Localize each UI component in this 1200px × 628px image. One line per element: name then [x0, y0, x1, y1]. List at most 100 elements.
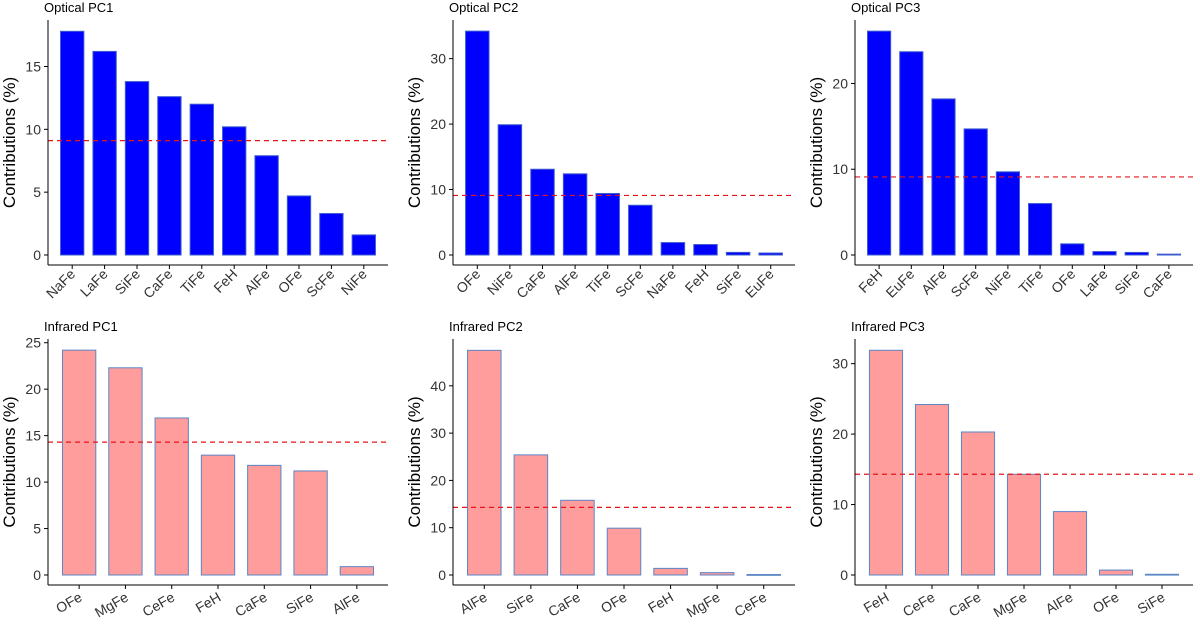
x-tick-label: CaFe — [545, 589, 583, 620]
bar-feh — [867, 30, 892, 256]
y-tick-label: 5 — [33, 521, 41, 537]
x-tick-label: AlFe — [918, 266, 950, 298]
y-tick-label: 5 — [33, 184, 41, 200]
x-tick-label: LaFe — [77, 266, 111, 300]
x-tick-label: NaFe — [644, 266, 680, 302]
x-tick-label: ScFe — [947, 266, 982, 301]
x-tick-label: OFe — [1048, 266, 1079, 297]
x-tick-label: CeFe — [900, 589, 938, 620]
x-tick-label: TiFe — [177, 266, 208, 297]
x-tick-label: EuFe — [882, 266, 917, 301]
panel-title: Infrared PC2 — [449, 319, 523, 334]
y-tick-label: 0 — [33, 247, 41, 263]
y-tick-label: 30 — [430, 51, 446, 67]
bar-sife — [124, 81, 150, 256]
bar-cafe — [530, 168, 555, 256]
x-tick-label: CeFe — [140, 589, 178, 620]
x-tick-label: SiFe — [283, 589, 316, 617]
bar-alfe — [339, 566, 375, 576]
y-tick-label: 10 — [832, 497, 848, 513]
bar-eufe — [899, 51, 924, 256]
bar-lafe — [92, 50, 117, 256]
x-tick-label: FeH — [682, 266, 712, 296]
bar-feh — [693, 244, 718, 256]
x-tick-label: FeH — [645, 589, 676, 616]
bar-cafe — [960, 431, 996, 576]
x-tick-label: MgFe — [990, 589, 1029, 621]
panel-title: Optical PC3 — [851, 0, 920, 15]
bar-nafe — [60, 30, 85, 256]
bar-feh — [222, 126, 247, 256]
bar-nife — [497, 124, 523, 256]
bar-cafe — [1156, 253, 1181, 256]
bar-alfe — [931, 98, 956, 256]
bar-cefe — [154, 417, 189, 576]
bar-sife — [725, 251, 751, 256]
x-tick-label: MgFe — [92, 589, 131, 621]
x-tick-label: ScFe — [303, 266, 338, 301]
bar-ofe — [1098, 569, 1134, 576]
bar-sife — [293, 470, 328, 576]
bar-alfe — [1052, 511, 1088, 576]
x-tick-label: AlFe — [457, 589, 490, 617]
x-tick-label: OFe — [53, 589, 85, 617]
x-tick-label: SiFe — [713, 266, 745, 298]
bar-cafe — [157, 96, 182, 256]
x-tick-label: EuFe — [742, 266, 777, 301]
bar-ofe — [61, 349, 97, 576]
y-tick-label: 10 — [25, 474, 41, 490]
x-tick-label: OFe — [453, 266, 484, 297]
bar-tife — [1028, 203, 1053, 256]
y-axis-title: Contributions (%) — [405, 396, 424, 527]
x-tick-label: TiFe — [583, 266, 614, 297]
bar-mgfe — [1006, 473, 1042, 576]
x-tick-label: CaFe — [1140, 266, 1176, 302]
bar-tife — [189, 103, 214, 256]
bar-feh — [200, 454, 236, 576]
bar-mgfe — [699, 572, 735, 576]
bar-ofe — [465, 30, 490, 256]
x-tick-label: FeH — [210, 266, 240, 296]
y-tick-label: 0 — [840, 567, 848, 583]
panel-title: Optical PC2 — [449, 0, 518, 15]
y-tick-label: 10 — [430, 182, 446, 198]
y-tick-label: 15 — [25, 58, 41, 74]
x-tick-label: FeH — [861, 589, 892, 616]
x-tick-label: OFe — [598, 589, 630, 617]
y-tick-label: 20 — [25, 381, 41, 397]
x-tick-label: OFe — [1090, 589, 1122, 617]
y-tick-label: 15 — [25, 428, 41, 444]
bar-eufe — [758, 252, 783, 256]
bar-cafe — [247, 464, 282, 576]
bar-cefe — [914, 404, 950, 576]
bar-nafe — [660, 242, 686, 256]
bar-sife — [513, 454, 549, 576]
y-tick-label: 25 — [25, 335, 41, 351]
x-tick-label: AlFe — [329, 589, 362, 617]
y-tick-label: 40 — [430, 378, 446, 394]
x-tick-label: OFe — [275, 266, 306, 297]
panel-title: Optical PC1 — [44, 0, 113, 15]
chart-panel-5: Infrared PC2 Contributions (%) AlFe SiFe CaF… — [405, 319, 795, 620]
x-tick-label: AlFe — [1043, 589, 1076, 617]
x-tick-label: NiFe — [484, 266, 516, 298]
x-tick-label: AlFe — [550, 266, 582, 298]
y-tick-label: 30 — [832, 356, 848, 372]
y-axis-title: Contributions (%) — [0, 396, 19, 527]
bar-scfe — [319, 213, 344, 256]
panel-title: Infrared PC1 — [44, 319, 118, 334]
y-tick-label: 20 — [430, 116, 446, 132]
x-tick-label: CaFe — [513, 266, 549, 302]
bar-scfe — [963, 128, 988, 256]
x-tick-label: CaFe — [140, 266, 176, 302]
panel-title: Infrared PC3 — [851, 319, 925, 334]
x-tick-label: NaFe — [43, 266, 79, 302]
chart-panel-6: Infrared PC3 Contributions (%) FeH CeFe CaFe… — [807, 319, 1193, 620]
x-tick-label: AlFe — [241, 266, 273, 298]
bar-mgfe — [108, 367, 143, 576]
bar-feh — [653, 567, 688, 576]
